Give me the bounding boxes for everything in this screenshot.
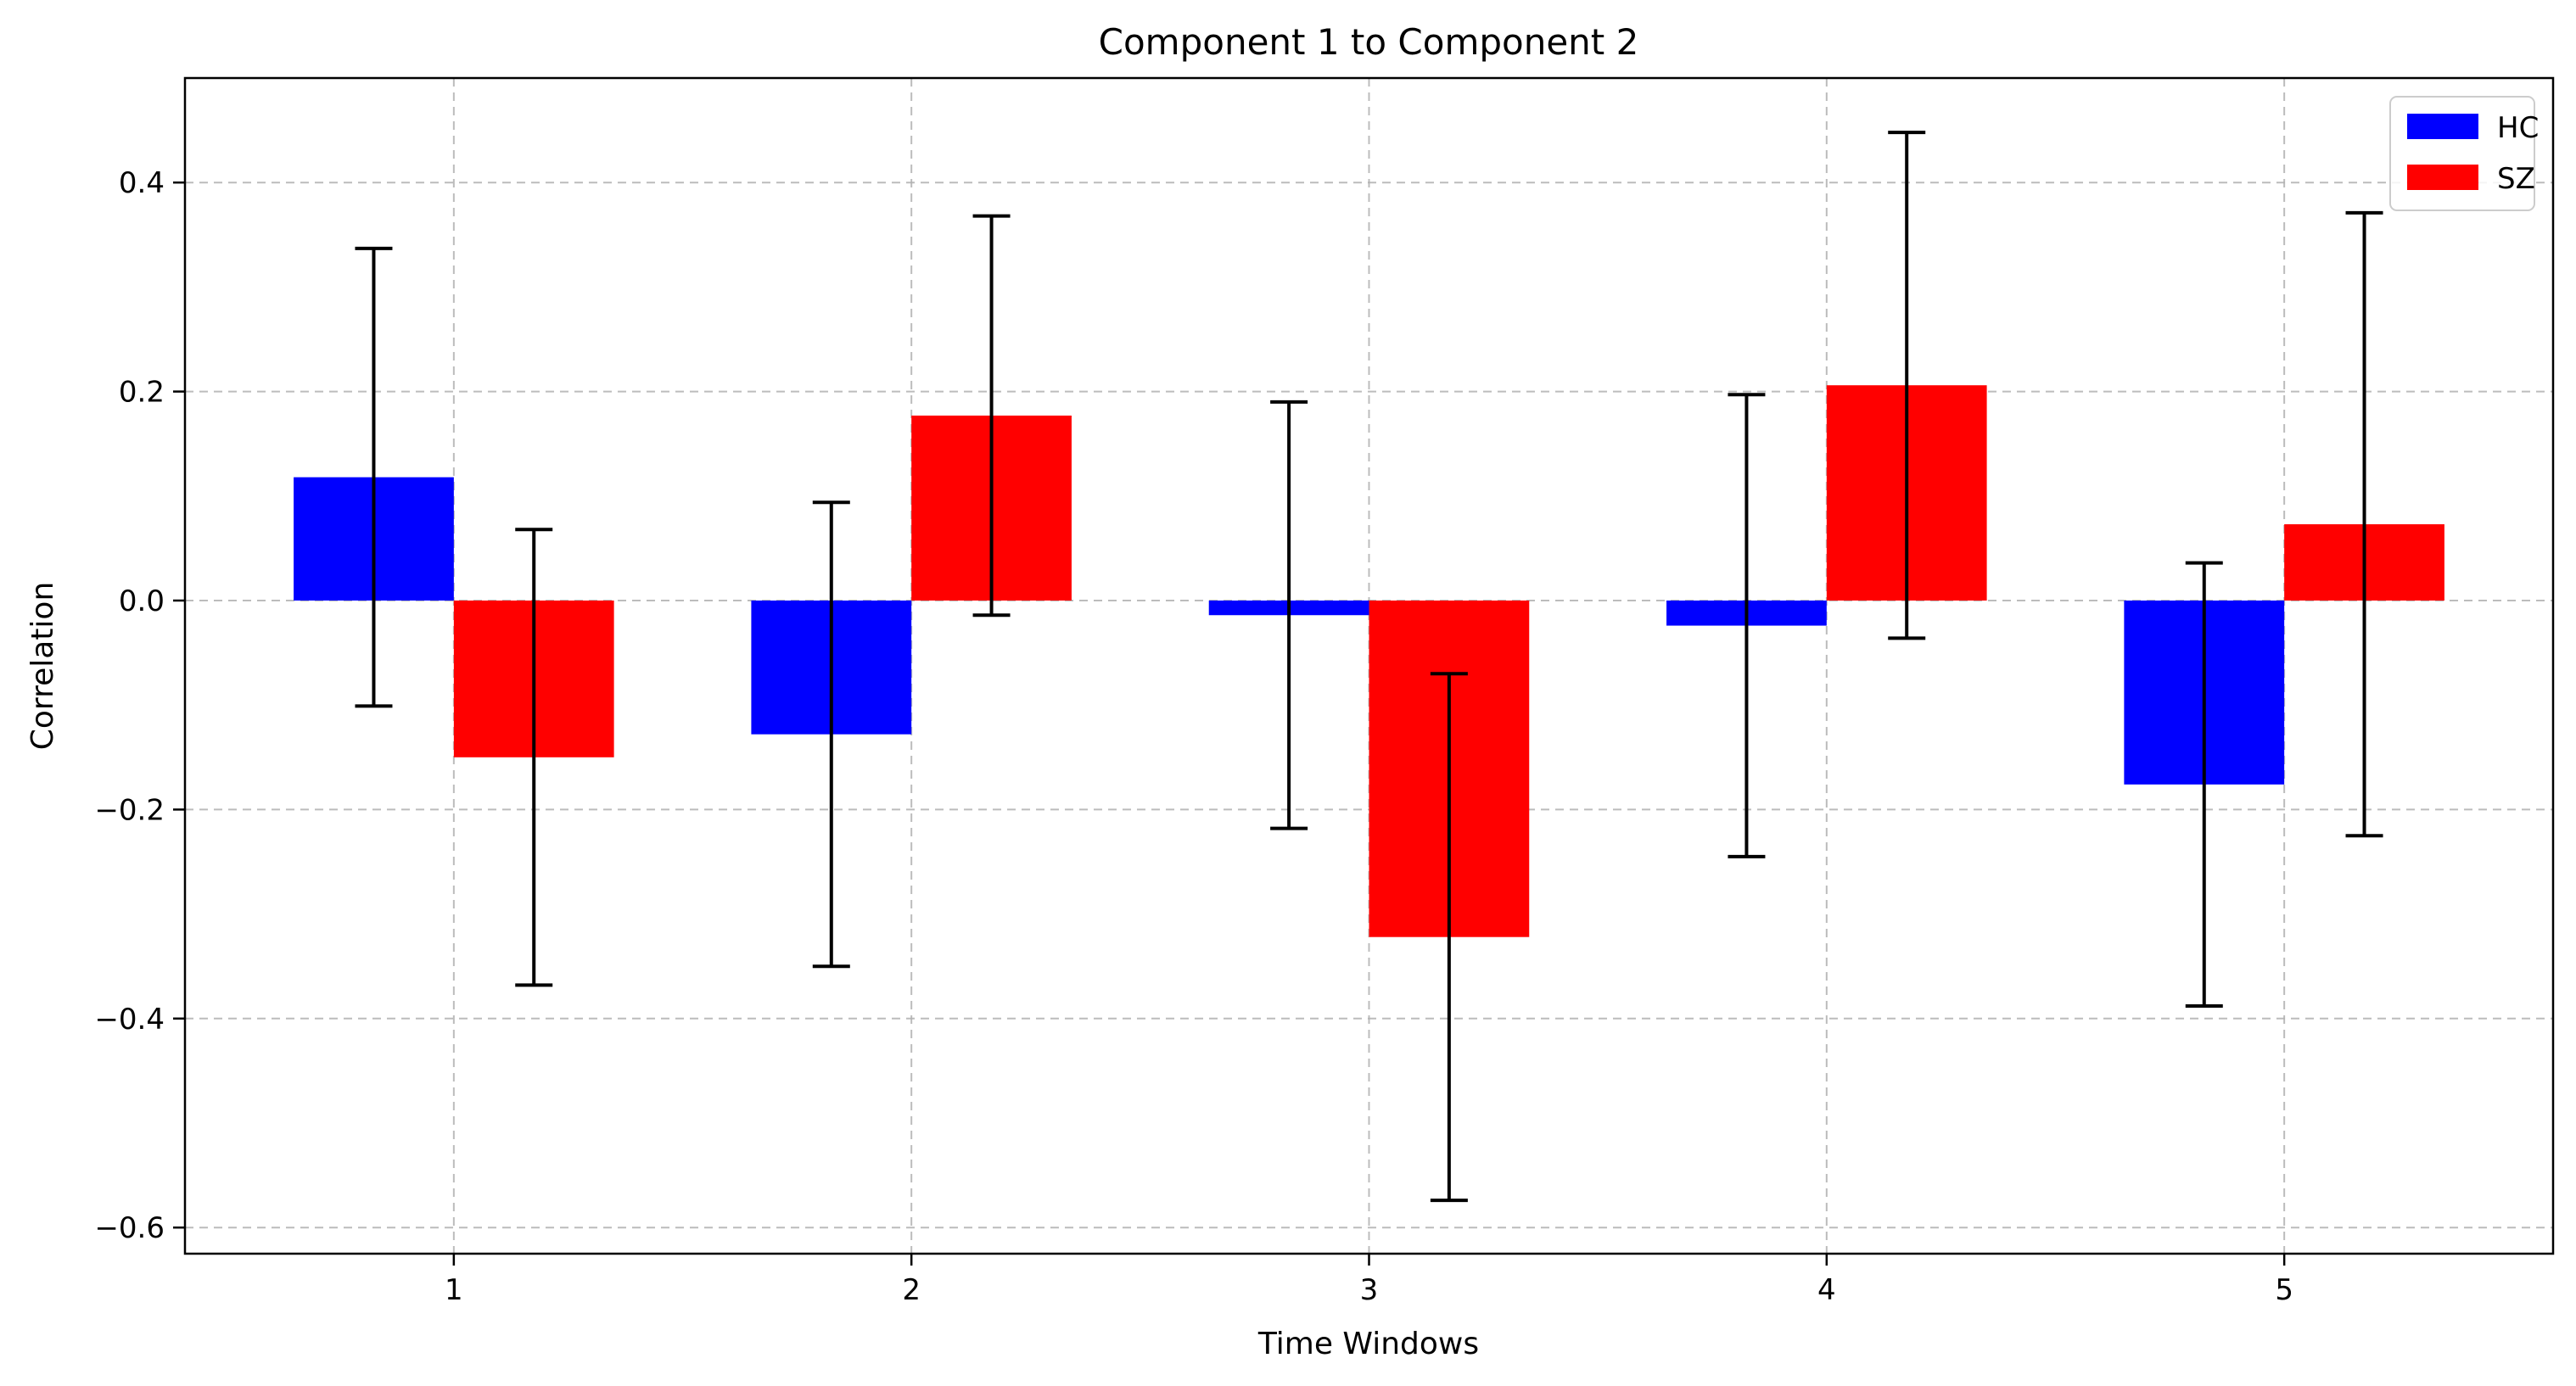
chart-title: Component 1 to Component 2 [1099, 21, 1639, 63]
x-tick-label: 2 [902, 1273, 921, 1307]
legend: HC SZ [2389, 96, 2539, 211]
x-axis-label: Time Windows [1257, 1327, 1479, 1361]
x-tick-label: 4 [1817, 1273, 1836, 1307]
legend-label-sz: SZ [2497, 162, 2535, 196]
y-axis-ticks: −0.6 −0.4 −0.2 0.0 0.2 0.4 [94, 166, 185, 1245]
x-axis-ticks: 1 2 3 4 5 [445, 1254, 2293, 1307]
y-tick-label: 0.2 [119, 376, 165, 410]
y-tick-label: 0.0 [119, 584, 165, 618]
y-tick-label: 0.4 [119, 166, 165, 200]
x-tick-label: 1 [445, 1273, 463, 1307]
error-bars [355, 131, 2383, 1203]
x-tick-label: 3 [1360, 1273, 1379, 1307]
legend-swatch-hc [2407, 114, 2478, 139]
y-tick-label: −0.6 [94, 1211, 165, 1245]
y-tick-label: −0.2 [94, 793, 165, 827]
legend-swatch-sz [2407, 165, 2478, 190]
legend-label-hc: HC [2497, 111, 2539, 145]
x-tick-label: 5 [2275, 1273, 2293, 1307]
y-tick-label: −0.4 [94, 1003, 165, 1037]
y-axis-label: Correlation [25, 582, 60, 751]
